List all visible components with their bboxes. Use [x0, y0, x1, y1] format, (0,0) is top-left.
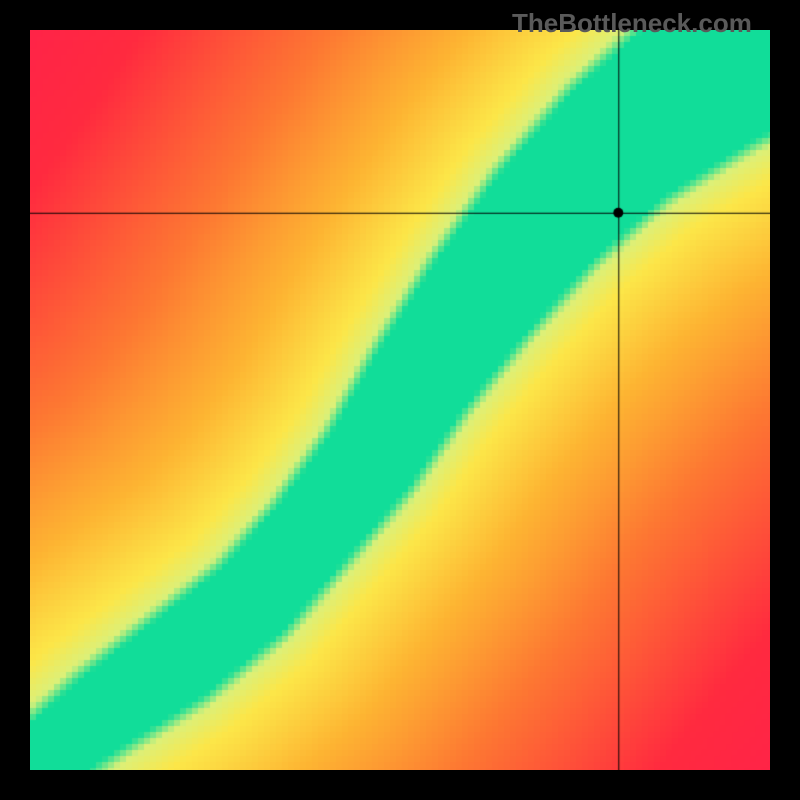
watermark-text: TheBottleneck.com: [512, 8, 752, 39]
bottleneck-heatmap: [30, 30, 770, 770]
chart-container: TheBottleneck.com: [0, 0, 800, 800]
